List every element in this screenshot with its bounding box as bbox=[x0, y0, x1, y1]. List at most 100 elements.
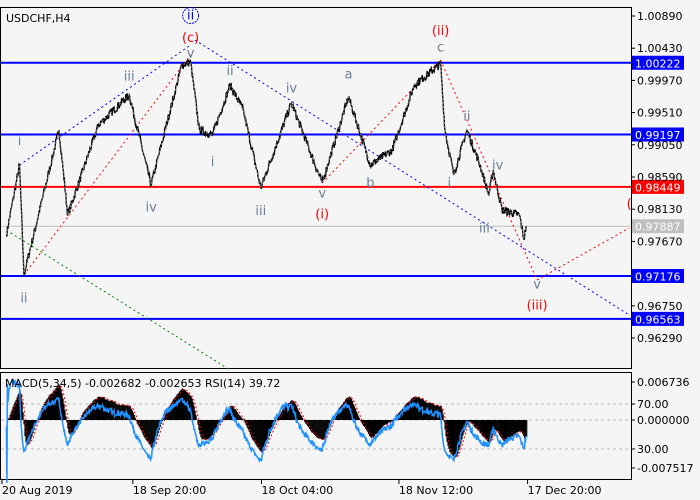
macd-bar bbox=[474, 420, 476, 428]
trendline bbox=[6, 229, 231, 371]
macd-bar bbox=[347, 397, 349, 420]
macd-bar bbox=[176, 393, 178, 420]
macd-bar bbox=[208, 420, 210, 439]
macd-bar bbox=[314, 420, 316, 435]
wave-label: (ii) bbox=[432, 24, 449, 39]
macd-bar bbox=[301, 415, 303, 420]
macd-bar bbox=[485, 420, 487, 440]
y-tick-label: 1.00430 bbox=[637, 42, 683, 55]
macd-bar bbox=[82, 412, 84, 420]
indicator-y-tick-label: 0.006736 bbox=[637, 376, 690, 389]
macd-bar bbox=[55, 388, 57, 420]
macd-bar bbox=[43, 403, 45, 420]
macd-bar bbox=[374, 420, 377, 435]
macd-bar bbox=[227, 409, 229, 420]
macd-bar bbox=[486, 420, 488, 441]
macd-bar bbox=[183, 389, 185, 420]
macd-bar bbox=[519, 420, 521, 432]
wave-label-circle bbox=[182, 7, 200, 24]
macd-bar bbox=[324, 420, 326, 439]
macd-bar bbox=[123, 404, 125, 420]
x-tick-label: 20 Aug 2019 bbox=[2, 484, 72, 497]
macd-bar bbox=[403, 405, 406, 420]
macd-bar bbox=[489, 420, 491, 443]
level-price-tag bbox=[632, 55, 684, 70]
macd-bar bbox=[363, 420, 366, 428]
macd-bar bbox=[224, 414, 226, 420]
macd-bar bbox=[60, 388, 62, 420]
macd-bar bbox=[320, 420, 322, 439]
macd-bar bbox=[191, 398, 193, 420]
wave-label: v bbox=[187, 46, 195, 61]
macd-bar bbox=[53, 390, 55, 420]
macd-bar bbox=[51, 393, 53, 420]
macd-bar bbox=[377, 420, 380, 432]
macd-bar bbox=[344, 401, 346, 420]
macd-bar bbox=[195, 415, 197, 420]
macd-bar bbox=[141, 420, 143, 433]
macd-bar bbox=[126, 405, 128, 420]
macd-bar bbox=[128, 406, 130, 420]
macd-bar bbox=[185, 391, 187, 420]
macd-bar bbox=[350, 398, 353, 420]
macd-bar bbox=[277, 416, 280, 420]
macd-bar bbox=[240, 417, 242, 420]
macd-bar bbox=[193, 406, 195, 420]
macd-bar bbox=[238, 415, 240, 420]
level-price-label: 0.97176 bbox=[635, 270, 681, 283]
macd-bar bbox=[443, 420, 445, 422]
macd-bar bbox=[376, 420, 379, 433]
macd-bar bbox=[18, 392, 20, 420]
macd-bar bbox=[44, 401, 46, 420]
macd-bar bbox=[407, 402, 410, 420]
macd-bar bbox=[222, 417, 224, 420]
macd-bar bbox=[523, 420, 526, 439]
macd-bar bbox=[101, 397, 103, 420]
macd-bar bbox=[276, 418, 279, 420]
y-tick-label: 0.96290 bbox=[637, 332, 683, 345]
wave-label: ( bbox=[627, 197, 632, 212]
level-price-label: 0.97887 bbox=[635, 221, 681, 234]
macd-bar bbox=[228, 408, 230, 420]
macd-bar bbox=[390, 420, 393, 422]
macd-bar bbox=[154, 420, 156, 443]
macd-bar bbox=[201, 420, 203, 440]
macd-bar bbox=[133, 414, 135, 420]
macd-bar bbox=[215, 420, 217, 430]
macd-bar bbox=[75, 420, 77, 428]
macd-bar bbox=[341, 405, 343, 420]
macd-bar bbox=[147, 420, 149, 443]
macd-bar bbox=[477, 420, 479, 431]
macd-bar bbox=[269, 420, 272, 433]
macd-bar bbox=[70, 420, 72, 435]
macd-bar bbox=[487, 420, 489, 442]
macd-bar bbox=[404, 404, 407, 420]
macd-bar bbox=[162, 419, 164, 420]
macd-bar bbox=[246, 420, 248, 428]
wave-label: c bbox=[437, 41, 444, 56]
macd-bar bbox=[510, 420, 512, 438]
macd-bar bbox=[67, 420, 69, 429]
macd-bar bbox=[299, 412, 301, 420]
macd-bar bbox=[500, 420, 502, 437]
macd-bar bbox=[515, 420, 517, 434]
macd-bar bbox=[441, 409, 443, 420]
macd-bar bbox=[457, 420, 459, 454]
macd-bar bbox=[296, 405, 298, 420]
macd-bar bbox=[137, 420, 139, 426]
macd-bar bbox=[211, 420, 213, 436]
indicator-label: MACD(5,34,5) -0.002682 -0.002653 RSI(14)… bbox=[5, 377, 280, 390]
macd-bar bbox=[127, 405, 129, 420]
y-tick-label: 0.97670 bbox=[637, 235, 683, 248]
macd-bar bbox=[171, 401, 173, 420]
macd-bar bbox=[63, 403, 65, 420]
macd-bar bbox=[212, 420, 214, 435]
macd-bar bbox=[52, 391, 54, 420]
macd-bar bbox=[25, 420, 27, 443]
macd-bar bbox=[265, 420, 268, 444]
macd-bar bbox=[365, 420, 368, 431]
macd-bar bbox=[322, 420, 324, 440]
macd-bar bbox=[424, 401, 426, 420]
macd-bar bbox=[516, 420, 518, 433]
macd-bar bbox=[508, 420, 510, 440]
